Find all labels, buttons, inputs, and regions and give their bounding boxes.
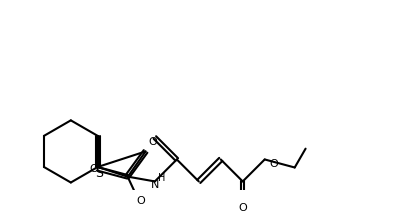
Text: O: O [269,159,278,169]
Text: O: O [238,203,247,212]
Text: O: O [89,164,98,174]
Text: N: N [151,180,159,190]
Text: H: H [158,173,166,183]
Text: O: O [149,137,157,147]
Text: O: O [137,197,145,206]
Text: S: S [95,167,103,180]
